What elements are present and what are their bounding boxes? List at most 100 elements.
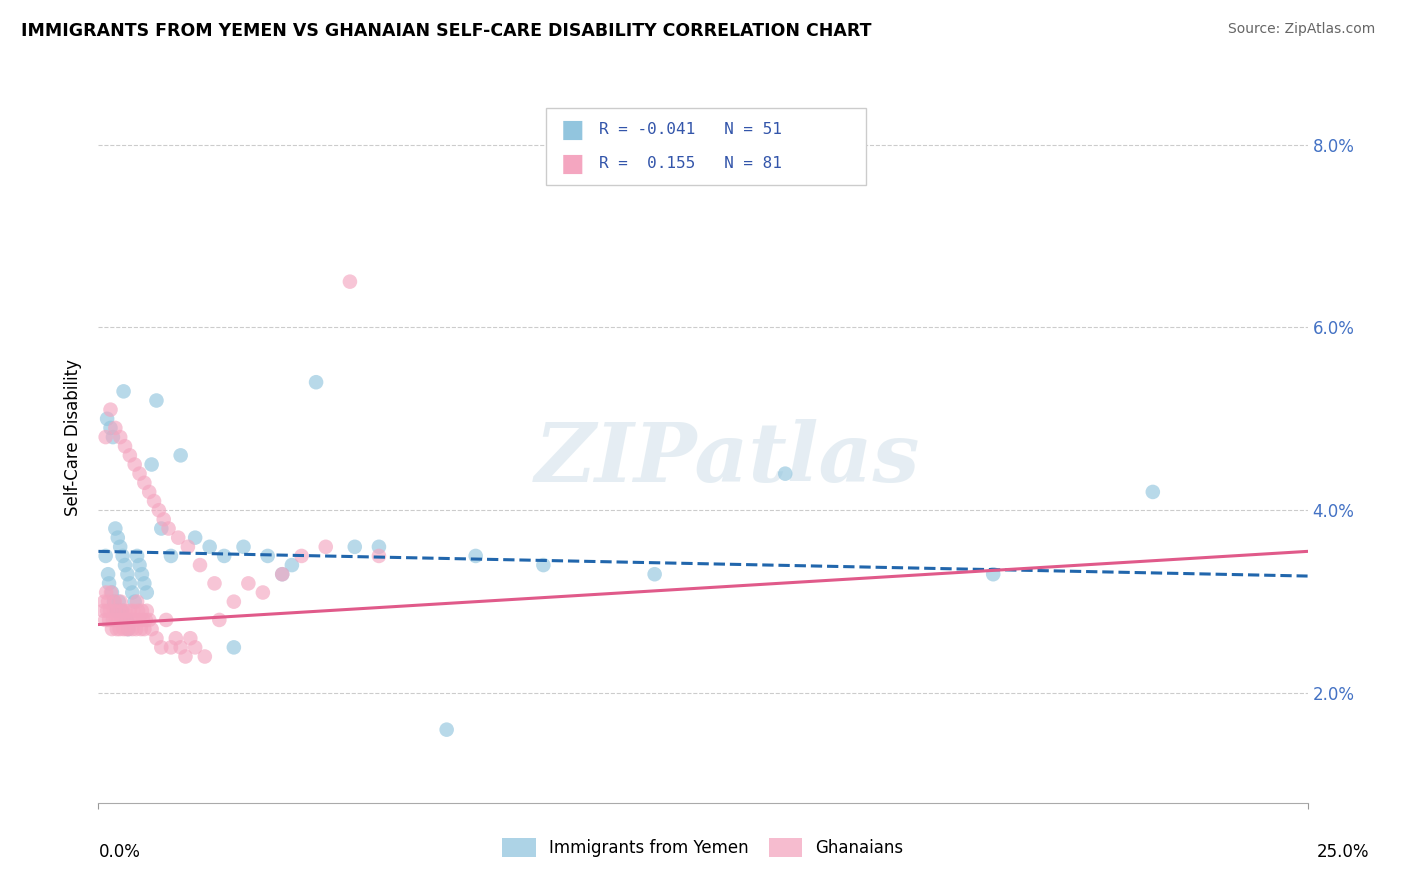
Point <box>981 567 1004 582</box>
Point <box>174 649 197 664</box>
Text: 0.0%: 0.0% <box>98 843 141 861</box>
Point <box>204 576 226 591</box>
Point <box>134 576 156 591</box>
Point <box>104 594 127 608</box>
Point <box>112 622 135 636</box>
Point <box>111 549 134 563</box>
Point <box>184 531 207 545</box>
Point <box>107 613 129 627</box>
Point <box>152 512 174 526</box>
Point <box>117 622 139 636</box>
Legend: Immigrants from Yemen, Ghanaians: Immigrants from Yemen, Ghanaians <box>496 831 910 864</box>
Point <box>124 594 146 608</box>
Point <box>94 430 117 444</box>
Point <box>107 531 129 545</box>
Point <box>1142 485 1164 500</box>
Point <box>128 558 150 573</box>
Point <box>194 649 217 664</box>
Text: 25.0%: 25.0% <box>1316 843 1369 861</box>
Point <box>111 604 134 618</box>
Point <box>118 449 141 463</box>
Point <box>104 421 127 435</box>
Point <box>101 585 124 599</box>
Point <box>107 594 129 608</box>
Point <box>108 540 131 554</box>
Point <box>117 567 139 582</box>
Point <box>436 723 458 737</box>
Point <box>114 439 136 453</box>
Point <box>121 585 143 599</box>
Point <box>145 393 167 408</box>
Point <box>343 540 366 554</box>
Point <box>128 613 150 627</box>
Point <box>165 632 187 646</box>
Point <box>114 613 136 627</box>
Text: ZIPatlas: ZIPatlas <box>534 419 920 499</box>
Point <box>132 613 155 627</box>
Point <box>252 585 274 599</box>
Text: ■: ■ <box>561 152 583 176</box>
Point <box>100 585 122 599</box>
Point <box>141 622 163 636</box>
Point <box>134 475 156 490</box>
Point <box>271 567 294 582</box>
Point <box>91 604 114 618</box>
Point <box>124 613 146 627</box>
Point <box>184 640 207 655</box>
Point <box>111 604 134 618</box>
Point <box>271 567 294 582</box>
Point <box>110 594 132 608</box>
Point <box>131 567 153 582</box>
Point <box>120 613 142 627</box>
Point <box>179 632 201 646</box>
Point <box>368 549 391 563</box>
Point <box>101 622 124 636</box>
Point <box>138 613 160 627</box>
Point <box>177 540 200 554</box>
Point <box>127 604 149 618</box>
Point <box>281 558 304 573</box>
Point <box>127 594 149 608</box>
Point <box>150 521 173 535</box>
Point <box>98 613 121 627</box>
Point <box>134 622 156 636</box>
Point <box>94 549 117 563</box>
Point <box>97 594 120 608</box>
Point <box>141 458 163 472</box>
Point <box>105 604 128 618</box>
Point <box>105 622 128 636</box>
Point <box>368 540 391 554</box>
Text: Source: ZipAtlas.com: Source: ZipAtlas.com <box>1227 22 1375 37</box>
Point <box>339 275 361 289</box>
Point <box>198 540 221 554</box>
Point <box>125 622 148 636</box>
Text: IMMIGRANTS FROM YEMEN VS GHANAIAN SELF-CARE DISABILITY CORRELATION CHART: IMMIGRANTS FROM YEMEN VS GHANAIAN SELF-C… <box>21 22 872 40</box>
Text: R =  0.155   N = 81: R = 0.155 N = 81 <box>599 156 782 171</box>
Point <box>115 613 138 627</box>
Point <box>101 430 124 444</box>
Point <box>155 613 177 627</box>
Point <box>145 632 167 646</box>
Point <box>117 613 139 627</box>
Point <box>94 613 117 627</box>
Point <box>111 613 134 627</box>
Point <box>98 604 121 618</box>
Point <box>148 503 170 517</box>
Point <box>222 594 245 608</box>
Text: R = -0.041   N = 51: R = -0.041 N = 51 <box>599 122 782 137</box>
FancyBboxPatch shape <box>546 108 866 185</box>
Point <box>107 604 129 618</box>
Point <box>315 540 337 554</box>
Point <box>169 449 191 463</box>
Point <box>222 640 245 655</box>
Point <box>100 402 122 417</box>
Point <box>97 567 120 582</box>
Point <box>98 576 121 591</box>
Point <box>108 430 131 444</box>
Point <box>256 549 278 563</box>
Point <box>160 549 183 563</box>
Point <box>644 567 666 582</box>
Point <box>100 421 122 435</box>
Point <box>169 640 191 655</box>
Point <box>128 467 150 481</box>
